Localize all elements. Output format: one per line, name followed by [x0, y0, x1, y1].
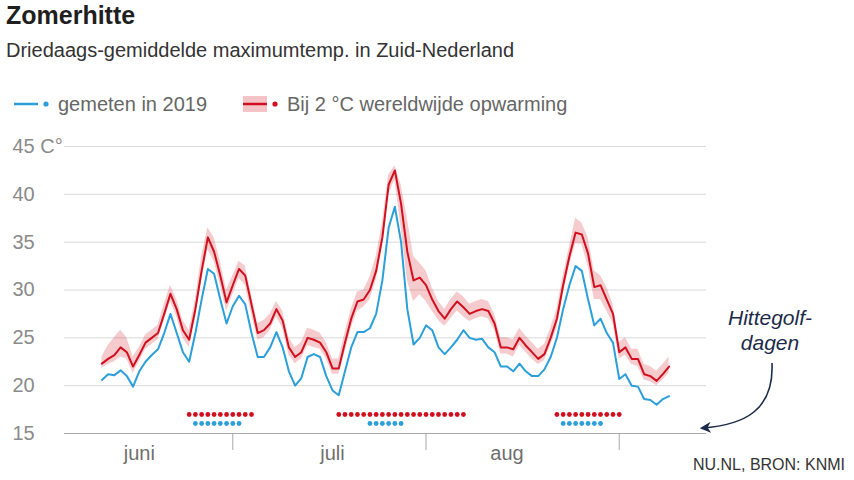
- svg-text:45 C°: 45 C°: [13, 135, 63, 157]
- html-text:gemeten in 2019: gemeten in 2019: [58, 93, 207, 115]
- svg-text:30: 30: [13, 278, 35, 300]
- svg-text:25: 25: [13, 326, 35, 348]
- html-text:Driedaags-gemiddelde maximumte: Driedaags-gemiddelde maximumtemp. in Zui…: [6, 39, 514, 61]
- svg-text:20: 20: [13, 374, 35, 396]
- svg-text:juni: juni: [123, 442, 155, 464]
- svg-text:35: 35: [13, 231, 35, 253]
- svg-text:juli: juli: [319, 442, 344, 464]
- html-text:Bij 2 °C wereldwijde opwarming: Bij 2 °C wereldwijde opwarming: [287, 93, 568, 115]
- html-text:Zomerhitte: Zomerhitte: [6, 1, 136, 29]
- svg-text:40: 40: [13, 183, 35, 205]
- svg-text:15: 15: [13, 422, 35, 444]
- svg-text:aug: aug: [490, 442, 523, 464]
- svg-text:NU.NL, BRON: KNMI: NU.NL, BRON: KNMI: [693, 456, 845, 473]
- svg-text:Hittegolf-dagen: Hittegolf-dagen: [728, 306, 812, 354]
